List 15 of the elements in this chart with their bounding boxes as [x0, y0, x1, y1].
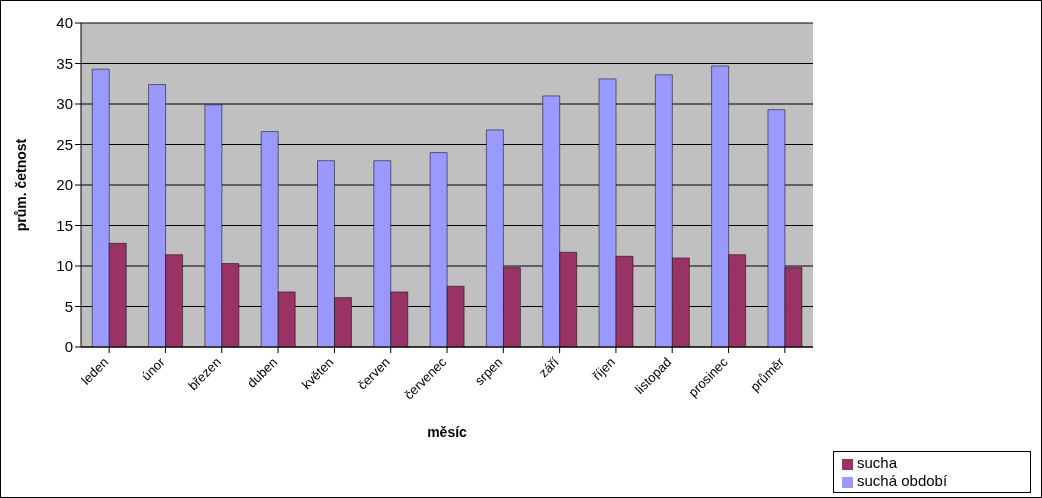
x-axis-title: měsíc — [427, 424, 468, 440]
y-tick-label: 40 — [56, 14, 73, 32]
y-tick-label: 0 — [64, 338, 73, 356]
y-tick-label: 5 — [64, 297, 73, 315]
legend-label: sucha — [857, 454, 898, 471]
legend-label: suchá období — [857, 472, 948, 489]
y-tick-label: 25 — [56, 135, 73, 153]
y-tick-label: 30 — [56, 95, 73, 113]
y-tick-label: 20 — [56, 176, 73, 194]
x-tick-label: říjen — [589, 354, 619, 384]
y-tick-label: 15 — [56, 216, 73, 234]
y-tick-label: 35 — [56, 54, 73, 72]
x-tick-label: září — [535, 354, 563, 381]
y-tick-label: 10 — [56, 257, 73, 275]
y-axis-title: prům. četnost — [12, 138, 29, 232]
